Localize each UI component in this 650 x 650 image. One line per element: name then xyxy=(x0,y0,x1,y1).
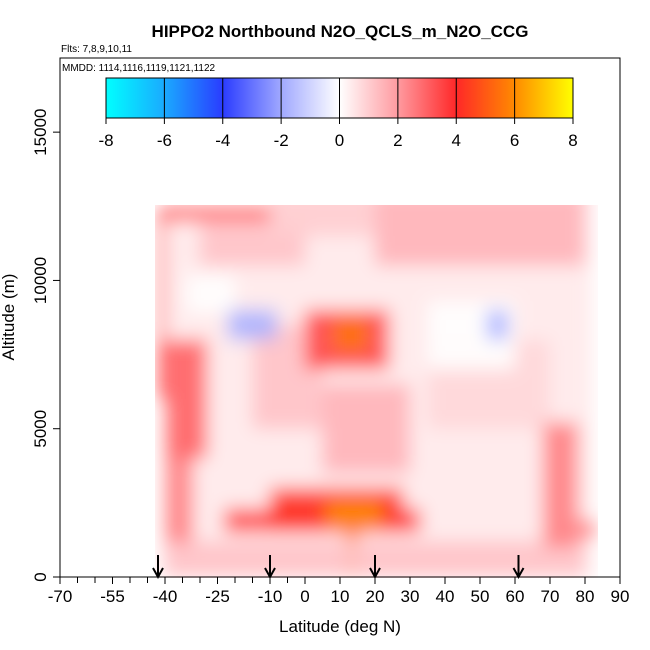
heatmap-cell xyxy=(158,206,270,222)
colorbar-tick-label: 0 xyxy=(335,131,344,150)
heatmap-cell xyxy=(578,520,596,539)
x-tick-label: 10 xyxy=(331,587,350,606)
x-tick-label: 70 xyxy=(541,587,560,606)
x-tick-label: -70 xyxy=(48,587,73,606)
x-tick-label: -55 xyxy=(100,587,125,606)
colorbar-tick-label: -6 xyxy=(157,131,172,150)
y-tick-label: 0 xyxy=(31,572,50,581)
heatmap-cell xyxy=(165,339,207,459)
x-axis-label: Latitude (deg N) xyxy=(279,617,401,636)
colorbar-tick-label: 4 xyxy=(452,131,461,150)
colorbar-tick-label: -4 xyxy=(215,131,230,150)
colorbar-tick-label: -2 xyxy=(274,131,289,150)
x-tick-label: 30 xyxy=(401,587,420,606)
heatmap-cell xyxy=(487,310,508,340)
heatmap-cell xyxy=(322,384,410,474)
heatmap-layer xyxy=(158,205,596,577)
heatmap-cell xyxy=(228,310,277,340)
y-tick-label: 10000 xyxy=(31,257,50,304)
x-tick-label: 50 xyxy=(471,587,490,606)
chart-title: HIPPO2 Northbound N2O_QCLS_m_N2O_CCG xyxy=(152,22,529,41)
heatmap-cell xyxy=(375,205,585,266)
heatmap-cell xyxy=(543,422,578,548)
mmdd-label: MMDD: 1114,1116,1119,1121,1122 xyxy=(62,63,216,74)
colorbar: -8 -6 -4 -2 0 2 4 6 8 xyxy=(98,77,578,150)
x-tick-label: 90 xyxy=(611,587,630,606)
heatmap-cell xyxy=(333,316,368,352)
heatmap-cell xyxy=(158,212,165,400)
y-tick-label: 5000 xyxy=(31,410,50,448)
x-tick-label: 60 xyxy=(506,587,525,606)
y-tick-label: 15000 xyxy=(31,109,50,156)
colorbar-tick-label: -8 xyxy=(98,131,113,150)
x-tick-label: -40 xyxy=(153,587,178,606)
x-axis: -70 -55 -40 -25 -10 0 10 20 30 40 50 60 70 80 90 xyxy=(48,577,630,606)
colorbar-tick-label: 6 xyxy=(510,131,519,150)
flights-label: Flts: 7,8,9,10,11 xyxy=(61,44,132,55)
x-tick-label: 40 xyxy=(436,587,455,606)
colorbar-tick-label: 8 xyxy=(568,131,577,150)
heatmap-cell xyxy=(270,205,375,236)
y-axis-label: Altitude (m) xyxy=(0,274,18,361)
heatmap-cell xyxy=(186,274,235,314)
x-tick-label: 20 xyxy=(366,587,385,606)
heatmap-cell xyxy=(165,458,193,548)
x-tick-label: 0 xyxy=(300,587,309,606)
x-tick-label: -25 xyxy=(205,587,230,606)
colorbar-tick-label: 2 xyxy=(393,131,402,150)
y-axis: 0 5000 10000 15000 xyxy=(31,109,60,582)
x-tick-label: 80 xyxy=(576,587,595,606)
x-tick-label: -10 xyxy=(258,587,283,606)
